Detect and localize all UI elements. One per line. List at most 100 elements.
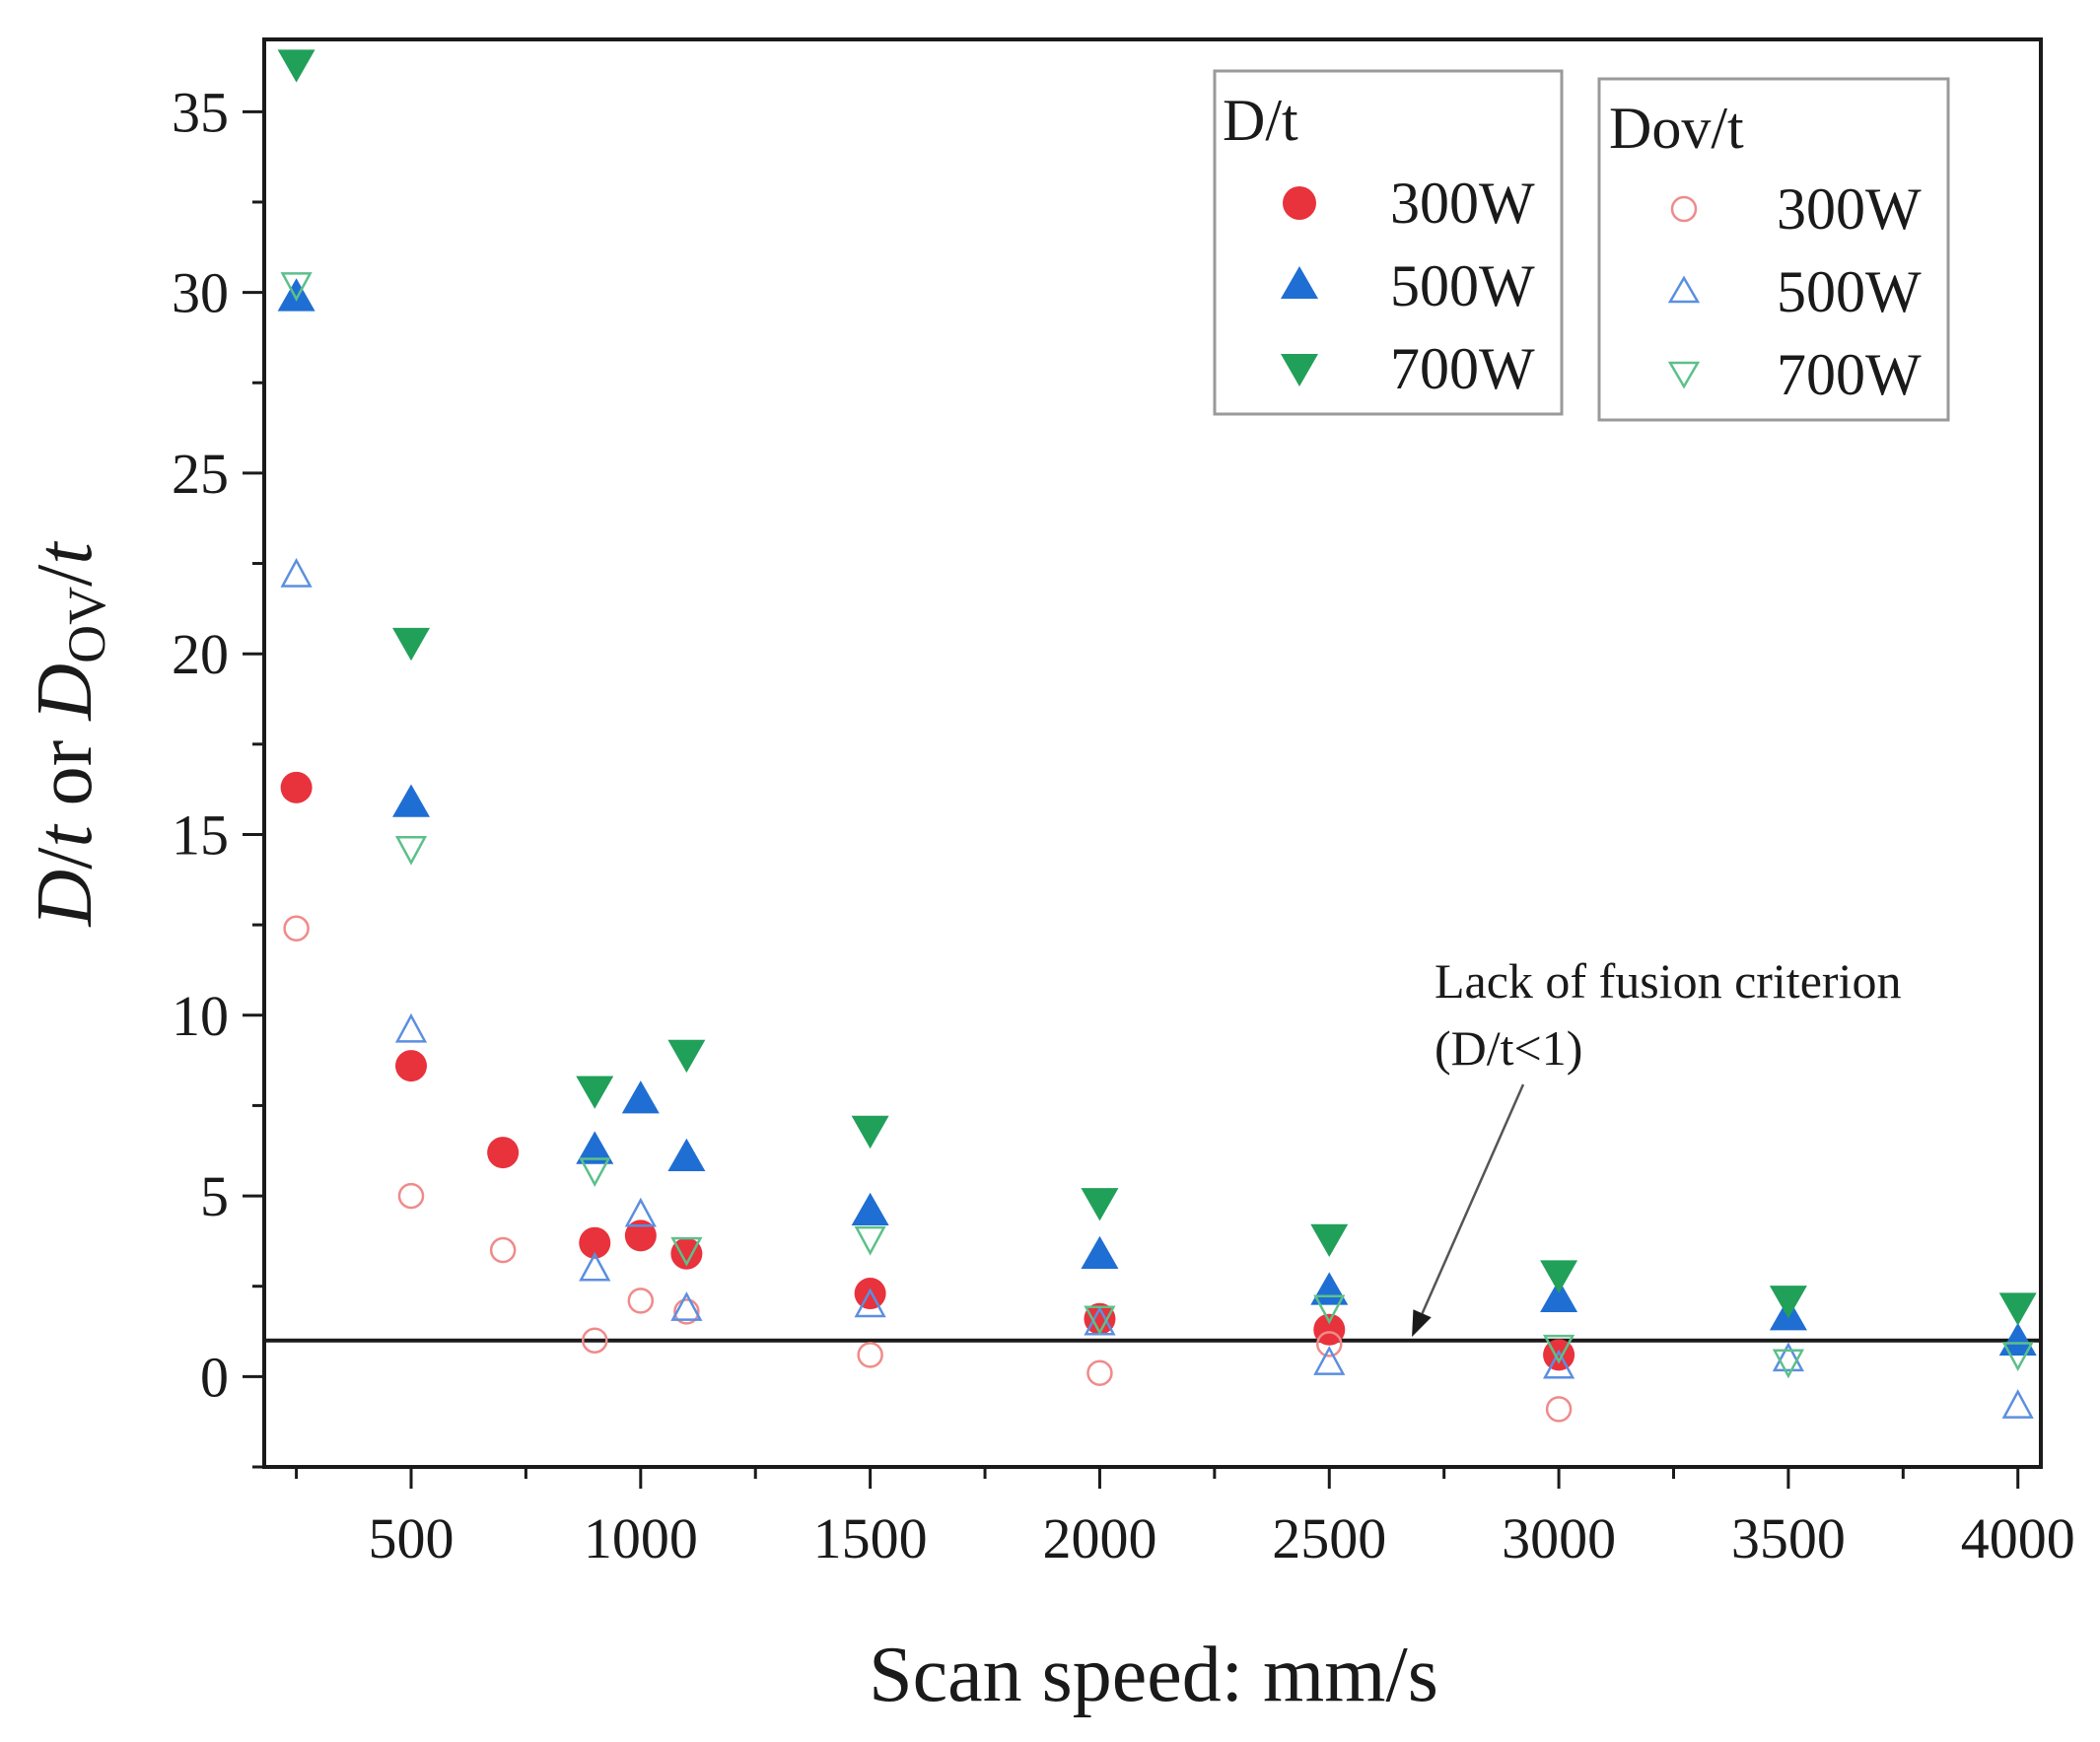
point-d-t-700w <box>1310 1223 1349 1258</box>
point-dov-t-300w <box>627 1288 655 1314</box>
point-d-t-500w <box>1081 1235 1119 1270</box>
legend-dov-t: Dov/t 300W 500W 700W <box>1597 77 1950 422</box>
point-d-t-300w <box>1084 1302 1116 1335</box>
y-tick-label: 20 <box>172 622 229 686</box>
point-dov-t-700w <box>854 1225 886 1256</box>
point-dov-t-500w <box>624 1197 657 1227</box>
point-dov-t-300w <box>489 1236 517 1264</box>
point-d-t-700w <box>1540 1260 1578 1293</box>
annotation-line1: Lack of fusion criterion <box>1435 953 1901 1009</box>
point-d-t-300w <box>579 1226 611 1259</box>
point-d-t-500w <box>277 278 315 312</box>
point-dov-t-500w <box>1542 1349 1575 1379</box>
data-points <box>277 49 2037 1423</box>
legend-marker-d-t-300w <box>1283 186 1316 220</box>
point-d-t-700w <box>277 49 315 83</box>
legend-label-dov-t-700w: 700W <box>1777 342 1922 407</box>
legend-box-d-t <box>1213 69 1564 416</box>
legend-label-d-t-300w: 300W <box>1390 171 1535 236</box>
legend-marker-d-t-700w <box>1281 354 1318 386</box>
point-dov-t-500w <box>2001 1389 2034 1419</box>
point-dov-t-700w <box>394 835 428 866</box>
x-tick-label: 1500 <box>813 1506 928 1570</box>
point-dov-t-700w <box>280 272 313 302</box>
x-tick-labels: 500 1000 1500 2000 2500 3000 3500 4000 <box>369 1506 2075 1570</box>
point-dov-t-300w <box>582 1327 608 1354</box>
legend-marker-d-t-500w <box>1281 266 1318 299</box>
point-d-t-500w <box>851 1192 889 1226</box>
point-d-t-300w <box>1313 1313 1346 1346</box>
x-tick-label: 2500 <box>1272 1506 1386 1570</box>
point-dov-t-700w <box>670 1236 703 1267</box>
annotation-arrowhead <box>1412 1309 1432 1338</box>
y-tick-label: 30 <box>172 261 229 325</box>
legend-title-dov-t: Dov/t <box>1609 96 1744 161</box>
legend-marker-dov-t-500w <box>1667 275 1701 304</box>
point-d-t-500w <box>621 1080 660 1114</box>
legend-label-d-t-500w: 500W <box>1390 253 1535 318</box>
y-tick-label: 35 <box>172 80 229 144</box>
x-tick-label: 1000 <box>584 1506 698 1570</box>
point-dov-t-300w <box>1086 1359 1113 1386</box>
legend-label-d-t-700w: 700W <box>1390 336 1535 401</box>
point-d-t-700w <box>667 1039 706 1074</box>
x-tick-label: 2000 <box>1042 1506 1156 1570</box>
point-d-t-300w <box>395 1050 428 1082</box>
y-tick-labels: 0 5 10 15 20 25 30 35 <box>172 80 229 1409</box>
y-tick-label: 0 <box>200 1345 229 1409</box>
point-d-t-700w <box>851 1115 889 1150</box>
point-dov-t-300w <box>673 1298 700 1325</box>
point-d-t-700w <box>392 627 431 662</box>
x-tick-label: 3000 <box>1502 1506 1616 1570</box>
point-d-t-500w <box>576 1131 614 1164</box>
point-d-t-300w <box>280 771 313 803</box>
point-d-t-300w <box>624 1219 657 1252</box>
legend-title-d-t: D/t <box>1223 88 1298 153</box>
legend-box-dov-t <box>1597 77 1950 422</box>
legend-marker-dov-t-700w <box>1667 361 1701 389</box>
annotation-arrow <box>1421 1083 1525 1314</box>
point-dov-t-500w <box>854 1288 886 1318</box>
legend-label-dov-t-500w: 500W <box>1777 259 1922 324</box>
point-dov-t-300w <box>1316 1331 1343 1358</box>
point-dov-t-700w <box>579 1157 611 1188</box>
point-d-t-700w <box>1081 1188 1119 1221</box>
point-d-t-300w <box>1543 1339 1575 1371</box>
annotation-line2: (D/t<1) <box>1435 1020 1582 1076</box>
x-tick-label: 500 <box>369 1506 455 1570</box>
point-dov-t-500w <box>1772 1342 1804 1372</box>
axis-ticks <box>243 109 2020 1489</box>
point-d-t-700w <box>1998 1292 2037 1326</box>
point-d-t-500w <box>392 784 431 817</box>
y-tick-label: 25 <box>172 442 229 506</box>
point-d-t-300w <box>670 1237 703 1270</box>
point-dov-t-500w <box>1313 1346 1346 1375</box>
annotation: Lack of fusion criterion (D/t<1) <box>1412 953 1901 1338</box>
y-axis-title: D/t or DOV/t <box>22 541 116 928</box>
point-d-t-700w <box>1769 1286 1807 1319</box>
point-dov-t-300w <box>857 1342 883 1368</box>
point-dov-t-300w <box>397 1182 425 1210</box>
y-tick-label: 10 <box>172 984 229 1048</box>
point-d-t-300w <box>854 1278 886 1310</box>
point-d-t-300w <box>487 1137 520 1169</box>
point-dov-t-700w <box>2001 1342 2034 1371</box>
legend-label-dov-t-300w: 300W <box>1777 176 1922 242</box>
point-dov-t-500w <box>579 1251 611 1282</box>
point-dov-t-700w <box>1313 1294 1346 1325</box>
point-dov-t-700w <box>1084 1305 1116 1336</box>
y-tick-label: 15 <box>172 802 229 867</box>
point-dov-t-300w <box>283 915 310 942</box>
point-dov-t-500w <box>394 1012 428 1043</box>
point-dov-t-300w <box>1545 1396 1573 1423</box>
legend-marker-dov-t-300w <box>1670 195 1698 223</box>
point-dov-t-500w <box>280 557 313 588</box>
x-tick-label: 4000 <box>1961 1506 2075 1570</box>
x-axis-title: Scan speed: mm/s <box>869 1632 1438 1718</box>
x-tick-label: 3500 <box>1731 1506 1846 1570</box>
point-d-t-500w <box>667 1138 706 1172</box>
point-d-t-500w <box>1998 1322 2037 1356</box>
point-dov-t-700w <box>1542 1334 1575 1364</box>
point-d-t-500w <box>1540 1279 1578 1313</box>
